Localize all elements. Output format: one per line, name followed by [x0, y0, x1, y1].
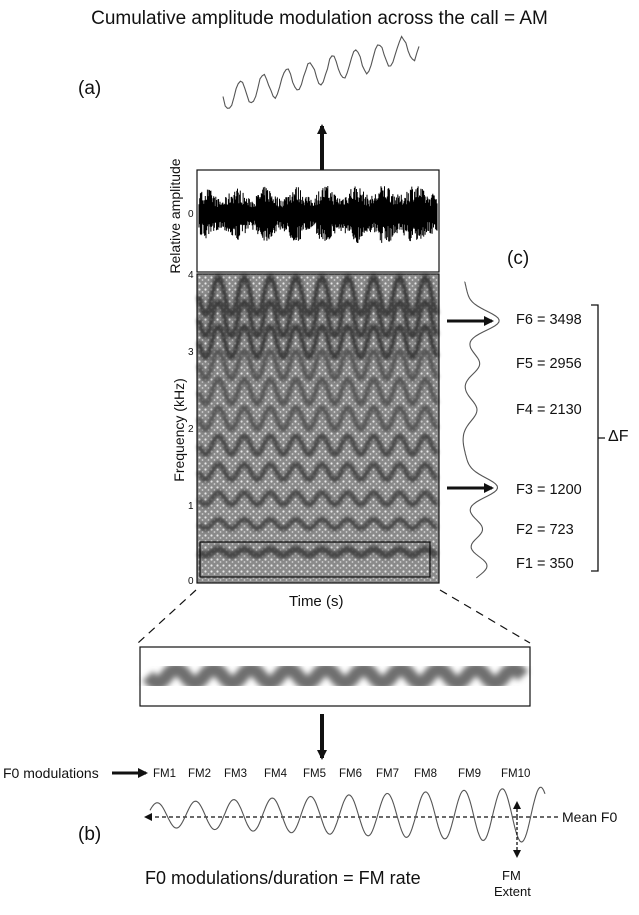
- zoom-line-right: [439, 589, 531, 644]
- panel-label-a: (a): [78, 78, 102, 99]
- spectrogram-ytick-0: 0: [188, 576, 194, 587]
- formant-label-f3: F3 = 1200: [516, 482, 582, 498]
- formant-label-f4: F4 = 2130: [516, 402, 582, 418]
- spectrogram: [196, 273, 440, 584]
- spectrogram-ytick-2: 2: [188, 424, 194, 435]
- waveform-trace: [198, 186, 438, 243]
- spectrogram-ytick-4: 4: [188, 270, 194, 281]
- am-contour-line: [222, 35, 420, 109]
- fm-label-8: FM8: [414, 768, 437, 780]
- zoom-line-left: [137, 589, 197, 644]
- f0-modulations-label: F0 modulations: [3, 765, 99, 781]
- formant-label-f5: F5 = 2956: [516, 356, 582, 372]
- formant-label-f1: F1 = 350: [516, 556, 574, 572]
- f0-contour-line: [149, 786, 546, 843]
- delta-f-label: ΔF: [608, 428, 629, 445]
- f0-highlight-box: [199, 541, 431, 578]
- waveform-ylabel: Relative amplitude: [167, 158, 183, 274]
- panel-label-c: (c): [507, 248, 530, 269]
- spectral-envelope-line: [462, 281, 500, 579]
- fm-label-5: FM5: [303, 768, 326, 780]
- formant-label-f2: F2 = 723: [516, 522, 574, 538]
- fm-label-7: FM7: [376, 768, 399, 780]
- fm-label-2: FM2: [188, 768, 211, 780]
- spectrogram-ylabel: Frequency (kHz): [171, 378, 187, 482]
- fm-label-9: FM9: [458, 768, 481, 780]
- mean-f0-label: Mean F0: [562, 809, 618, 825]
- delta-f-bracket: [591, 304, 605, 572]
- figure-title: Cumulative amplitude modulation across t…: [91, 8, 548, 29]
- fm-label-1: FM1: [153, 768, 176, 780]
- spectrogram-ytick-1: 1: [188, 501, 194, 512]
- fm-label-3: FM3: [224, 768, 247, 780]
- fm-label-10: FM10: [501, 768, 531, 780]
- fm-label-4: FM4: [264, 768, 287, 780]
- fm-extent-label-line1: FM: [502, 868, 521, 883]
- spectrogram-xlabel: Time (s): [289, 593, 344, 610]
- waveform-zero-tick: 0: [188, 209, 194, 220]
- panel-label-b: (b): [78, 824, 102, 845]
- spectrogram-ytick-3: 3: [188, 347, 194, 358]
- zoomed-f0-band: [139, 646, 531, 707]
- formant-label-f6: F6 = 3498: [516, 312, 582, 328]
- fm-extent-label-line2: Extent: [494, 884, 531, 899]
- fm-label-6: FM6: [339, 768, 362, 780]
- fm-rate-formula: F0 modulations/duration = FM rate: [145, 868, 421, 888]
